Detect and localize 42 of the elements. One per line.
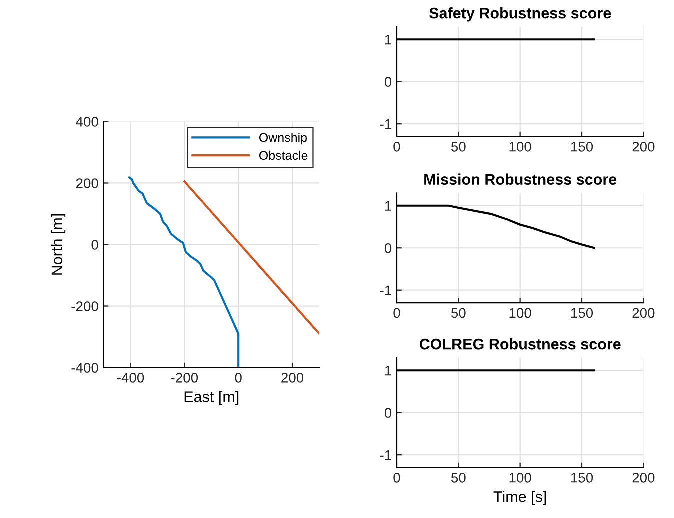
y-axis-title: North [m] [51, 214, 66, 275]
y-tick-label: 1 [385, 366, 392, 376]
x-tick-label: 0 [235, 373, 242, 383]
y-tick-label: -1 [380, 450, 392, 460]
x-axis-title: Time [s] [494, 491, 546, 506]
x-tick-label: 200 [282, 373, 304, 383]
y-tick-label: -200 [72, 302, 98, 312]
chart-title: Mission Robustness score [424, 174, 617, 186]
x-tick-label: 200 [632, 308, 655, 318]
x-tick-label: 50 [451, 472, 466, 483]
legend-label: Ownship [259, 132, 308, 145]
y-tick-label: -1 [380, 120, 392, 130]
y-tick-label: 0 [384, 77, 392, 88]
x-tick-label: 0 [394, 472, 400, 483]
chart-title: COLREG Robustness score [420, 338, 621, 350]
x-axis-title: East [m] [184, 391, 239, 406]
line-series [128, 176, 240, 368]
x-tick-label: 150 [571, 308, 594, 318]
x-tick-label: -400 [117, 373, 144, 383]
x-tick-label: 200 [632, 142, 655, 152]
y-tick-label: 1 [385, 35, 392, 45]
y-tick-label: 0 [92, 240, 98, 250]
x-tick-label: 100 [510, 142, 532, 152]
x-tick-label: 50 [451, 142, 466, 152]
x-tick-label: 0 [394, 142, 400, 152]
y-tick-label: 1 [385, 201, 392, 211]
x-tick-label: 0 [394, 308, 400, 318]
y-tick-label: 400 [76, 117, 98, 127]
y-tick-label: -1 [380, 286, 392, 296]
x-tick-label: 50 [451, 308, 466, 318]
x-tick-label: 100 [510, 472, 532, 483]
x-tick-label: 100 [510, 308, 532, 318]
y-tick-label: -400 [72, 363, 98, 373]
x-tick-label: 150 [571, 142, 594, 152]
chart-title: Safety Robustness score [430, 8, 612, 22]
x-tick-label: 150 [571, 472, 594, 483]
y-tick-label: 200 [76, 178, 98, 188]
x-tick-label: 200 [632, 472, 655, 483]
y-tick-label: 0 [384, 408, 392, 418]
y-tick-label: 0 [384, 243, 392, 254]
legend-label: Obstacle [259, 150, 308, 160]
x-tick-label: -200 [171, 373, 198, 383]
